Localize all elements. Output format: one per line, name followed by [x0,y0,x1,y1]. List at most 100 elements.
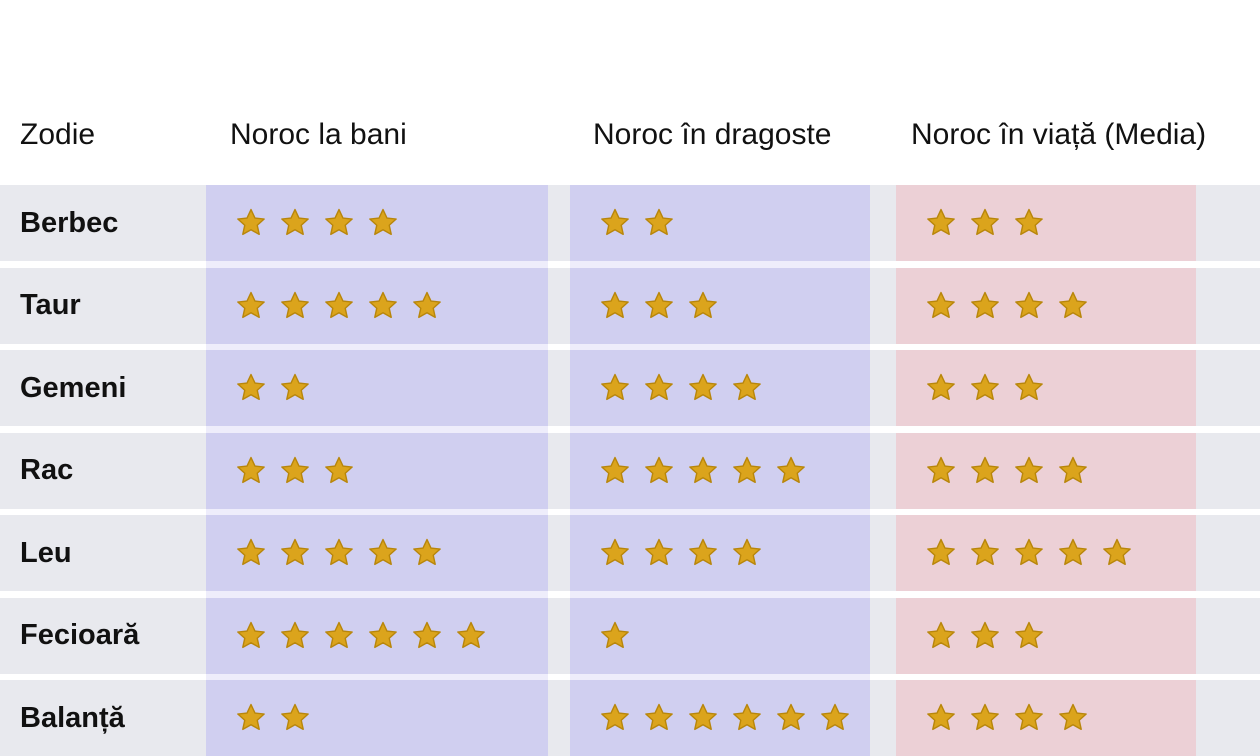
star-rating [896,536,1134,570]
star-rating [896,206,1046,240]
star-icon [774,701,808,735]
star-icon [322,619,356,653]
star-rating [570,289,720,323]
star-rating [206,701,312,735]
table-row: Taur [0,267,1260,344]
star-icon [598,206,632,240]
star-icon [234,701,268,735]
row-divider [570,508,870,517]
row-divider [206,426,548,434]
star-icon [278,206,312,240]
rating-cell-viata [896,597,1196,674]
table-row: Rac [0,432,1260,509]
star-rating [206,536,444,570]
star-icon [322,454,356,488]
star-icon [642,701,676,735]
row-divider [206,343,548,352]
star-icon [454,619,488,653]
star-icon [642,289,676,323]
rating-cell-viata [896,350,1196,426]
star-rating [206,371,312,405]
sign-name: Rac [20,454,74,486]
rating-cell-viata [896,267,1196,344]
rating-cell-dragoste [570,432,870,509]
star-icon [234,289,268,323]
star-icon [598,371,632,405]
table-row: Balanță [0,680,1260,756]
star-icon [366,206,400,240]
rating-cell-dragoste [570,597,870,674]
table-row: Fecioară [0,597,1260,674]
star-icon [730,701,764,735]
table-row: Berbec [0,185,1260,261]
star-rating [206,454,356,488]
star-icon [924,619,958,653]
star-icon [598,454,632,488]
row-divider [206,508,548,517]
star-icon [968,619,1002,653]
row-divider [206,261,548,269]
star-icon [642,371,676,405]
star-icon [278,619,312,653]
star-icon [686,454,720,488]
star-rating [896,289,1090,323]
star-icon [598,289,632,323]
star-icon [968,289,1002,323]
rating-cell-dragoste [570,515,870,591]
sign-name: Gemeni [20,371,127,404]
row-divider [206,591,548,599]
star-icon [818,701,852,735]
star-icon [1012,619,1046,653]
star-icon [1056,536,1090,570]
star-icon [730,536,764,570]
star-icon [598,701,632,735]
star-icon [730,454,764,488]
header-noroc-viata: Noroc în viață (Media) [911,118,1207,151]
star-icon [730,371,764,405]
star-icon [1100,536,1134,570]
star-icon [322,206,356,240]
star-icon [924,371,958,405]
star-icon [968,371,1002,405]
star-icon [598,619,632,653]
star-icon [278,289,312,323]
rating-cell-dragoste [570,350,870,426]
star-rating [206,619,488,653]
rating-cell-viata [896,432,1196,509]
star-icon [642,454,676,488]
star-icon [278,454,312,488]
star-rating [570,701,852,735]
sign-name: Fecioară [20,619,140,651]
star-rating [206,206,400,240]
star-icon [924,289,958,323]
star-icon [366,619,400,653]
star-icon [1056,289,1090,323]
star-icon [686,371,720,405]
star-rating [896,701,1090,735]
star-rating [206,289,444,323]
star-icon [774,454,808,488]
star-icon [278,371,312,405]
star-icon [1012,701,1046,735]
star-icon [968,454,1002,488]
row-divider [206,673,548,682]
star-icon [686,536,720,570]
star-rating [896,454,1090,488]
star-icon [968,701,1002,735]
rating-cell-bani [206,350,548,426]
rating-cell-viata [896,515,1196,591]
header-noroc-bani: Noroc la bani [230,118,407,151]
sign-name: Taur [20,289,81,321]
star-icon [234,371,268,405]
star-icon [1012,206,1046,240]
rating-cell-bani [206,515,548,591]
rating-cell-bani [206,432,548,509]
star-icon [1012,454,1046,488]
star-icon [686,289,720,323]
star-icon [924,701,958,735]
star-icon [924,536,958,570]
rating-cell-dragoste [570,267,870,344]
star-icon [642,536,676,570]
table-row: Gemeni [0,350,1260,426]
star-rating [896,619,1046,653]
